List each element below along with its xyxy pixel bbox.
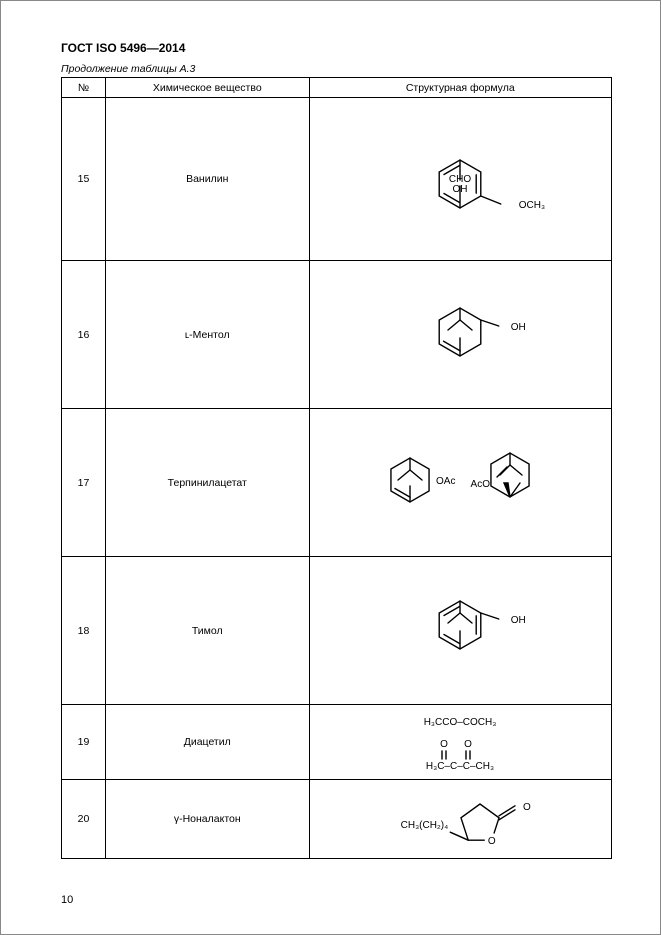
table-caption: Продолжение таблицы А.3 xyxy=(61,63,612,75)
table-row: 16ʟ-Ментол OH xyxy=(62,261,612,409)
cell-substance: Диацетил xyxy=(106,705,310,780)
table-row: 19Диацетил H₃CCO–COCH₃ O O H₃C–C–C–CH₃ xyxy=(62,705,612,780)
svg-text:CH₃(CH₂)₄: CH₃(CH₂)₄ xyxy=(401,820,449,831)
svg-text:H₃CCO–COCH₃: H₃CCO–COCH₃ xyxy=(424,717,497,728)
svg-text:O: O xyxy=(464,739,472,750)
header-formula: Структурная формула xyxy=(309,78,612,98)
cell-num: 20 xyxy=(62,780,106,859)
header-num: № xyxy=(62,78,106,98)
cell-formula: OAc AcO xyxy=(309,409,612,557)
cell-substance: γ-Ноналактон xyxy=(106,780,310,859)
header-substance: Химическое вещество xyxy=(106,78,310,98)
cell-formula: O O CH₃(CH₂)₄ xyxy=(309,780,612,859)
chemical-table: № Химическое вещество Структурная формул… xyxy=(61,77,612,859)
cell-formula: OH xyxy=(309,261,612,409)
cell-substance: Ванилин xyxy=(106,98,310,261)
cell-num: 16 xyxy=(62,261,106,409)
cell-substance: Терпинилацетат xyxy=(106,409,310,557)
cell-formula: OH xyxy=(309,557,612,705)
cell-num: 19 xyxy=(62,705,106,780)
cell-formula: CHOOCH₃OH xyxy=(309,98,612,261)
cell-num: 17 xyxy=(62,409,106,557)
table-row: 15Ванилин CHOOCH₃OH xyxy=(62,98,612,261)
cell-substance: Тимол xyxy=(106,557,310,705)
svg-text:OH: OH xyxy=(511,615,526,626)
svg-text:OCH₃: OCH₃ xyxy=(519,200,545,211)
svg-text:OAc: OAc xyxy=(436,476,455,487)
page-number: 10 xyxy=(61,894,73,906)
table-row: 18Тимол OH xyxy=(62,557,612,705)
cell-num: 15 xyxy=(62,98,106,261)
svg-text:AcO: AcO xyxy=(471,479,491,490)
svg-text:O: O xyxy=(523,802,531,813)
cell-num: 18 xyxy=(62,557,106,705)
svg-text:OH: OH xyxy=(453,184,468,195)
svg-text:OH: OH xyxy=(511,322,526,333)
table-header-row: № Химическое вещество Структурная формул… xyxy=(62,78,612,98)
cell-formula: H₃CCO–COCH₃ O O H₃C–C–C–CH₃ xyxy=(309,705,612,780)
svg-text:H₃C–C–C–CH₃: H₃C–C–C–CH₃ xyxy=(426,761,494,772)
svg-text:O: O xyxy=(488,836,496,847)
table-row: 17Терпинилацетат OAc AcO xyxy=(62,409,612,557)
cell-substance: ʟ-Ментол xyxy=(106,261,310,409)
svg-text:O: O xyxy=(440,739,448,750)
doc-title: ГОСТ ISO 5496—2014 xyxy=(61,41,612,55)
table-row: 20γ-Ноналактон O O CH₃(CH₂)₄ xyxy=(62,780,612,859)
